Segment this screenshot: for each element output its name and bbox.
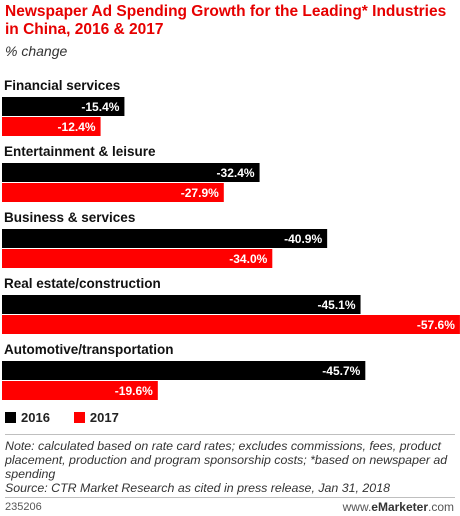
bar-2017 [2, 117, 101, 136]
data-label: -45.7% [322, 364, 360, 378]
brand-suffix: .com [427, 500, 454, 514]
note-text: Note: calculated based on rate card rate… [5, 439, 448, 481]
bar-2017 [2, 315, 460, 334]
brand-logo[interactable]: www.eMarketer.com [343, 500, 454, 514]
bar-2016 [2, 97, 125, 116]
data-label: -34.0% [229, 252, 267, 266]
chart-id: 235206 [5, 501, 42, 513]
bar-chart: Financial services -15.4% -12.4% Entertainm… [2, 78, 460, 400]
divider-top [5, 434, 455, 435]
legend-swatch-2017 [73, 412, 85, 423]
bar-2017 [2, 381, 158, 400]
bar-2016 [2, 361, 366, 380]
data-label: -19.6% [115, 384, 153, 398]
legend-swatch-2016 [5, 412, 16, 423]
footnote: Note: calculated based on rate card rate… [5, 439, 455, 495]
data-label: -12.4% [58, 120, 96, 134]
legend-item-2016: 2016 [5, 410, 50, 425]
source-text: Source: CTR Market Research as cited in … [5, 481, 390, 495]
bar-2016 [2, 163, 260, 182]
bar-2017 [2, 183, 224, 202]
chart-title: Newspaper Ad Spending Growth for the Lea… [5, 3, 447, 38]
data-label: -15.4% [81, 100, 119, 114]
data-label: -57.6% [417, 318, 455, 332]
divider-bottom [5, 497, 455, 498]
legend: 2016 2017 [5, 410, 143, 425]
category-label: Financial services [4, 78, 120, 93]
category-label: Automotive/transportation [4, 342, 174, 357]
legend-label-2017: 2017 [89, 410, 119, 425]
bar-2016 [2, 229, 328, 248]
category-label: Real estate/construction [4, 276, 161, 291]
data-label: -27.9% [181, 186, 219, 200]
category-label: Entertainment & leisure [4, 144, 156, 159]
data-label: -45.1% [318, 298, 356, 312]
bar-2016 [2, 295, 361, 314]
data-label: -32.4% [217, 166, 255, 180]
legend-item-2017: 2017 [73, 410, 119, 425]
chart-subtitle: % change [5, 43, 68, 59]
data-label: -40.9% [284, 232, 322, 246]
brand-prefix: www. [342, 500, 372, 514]
category-label: Business & services [4, 210, 135, 225]
legend-label-2016: 2016 [21, 410, 50, 425]
bar-2017 [2, 249, 273, 268]
brand-name: eMarketer [371, 500, 428, 514]
